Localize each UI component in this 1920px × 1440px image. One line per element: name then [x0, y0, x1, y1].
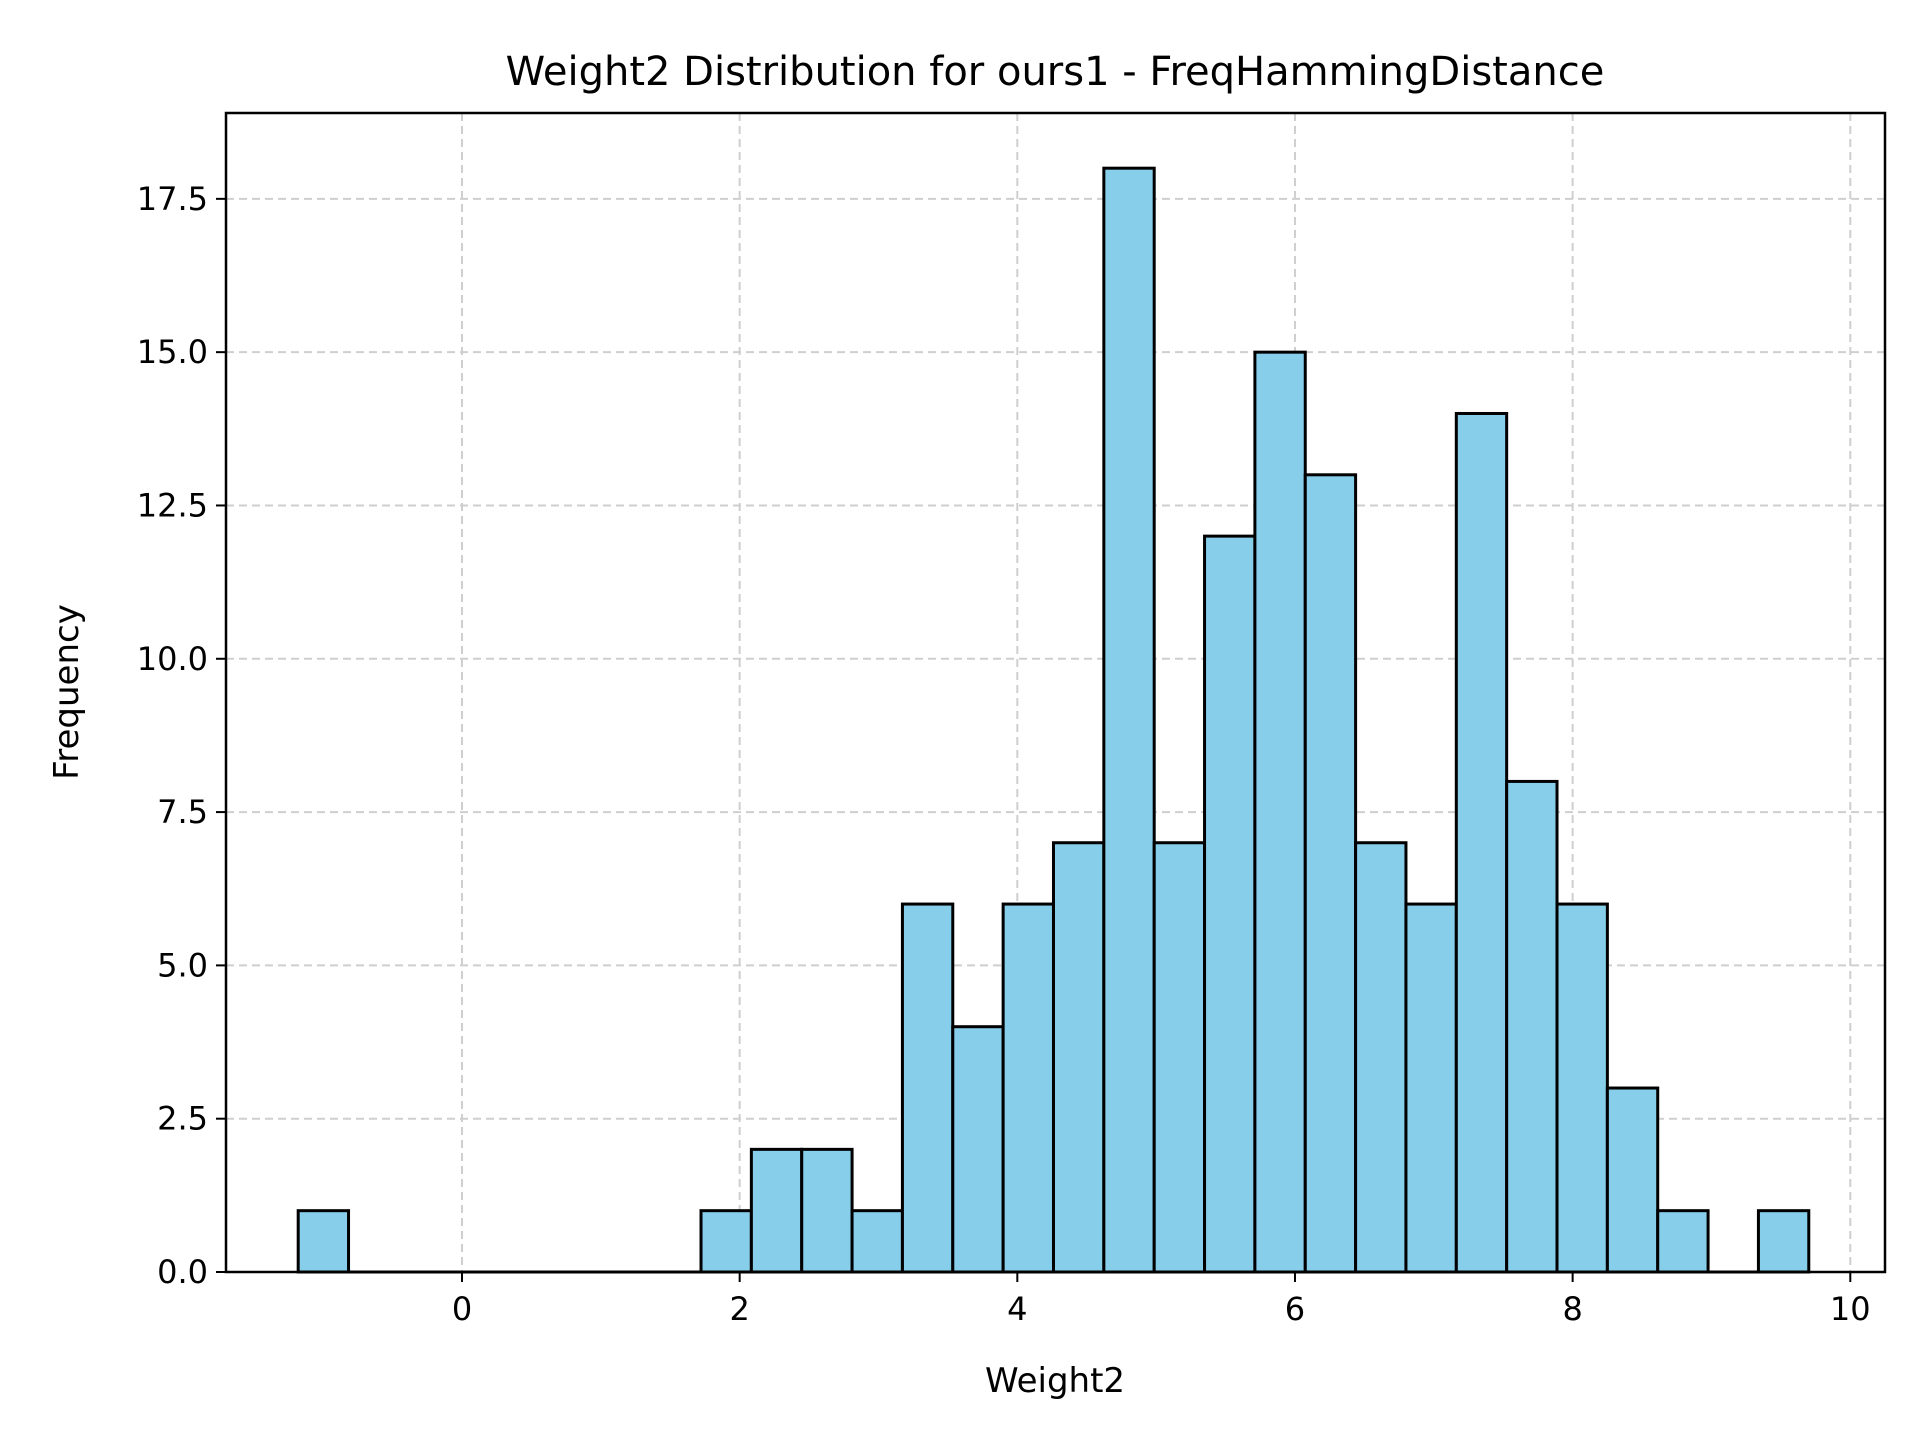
y-tick-label: 15.0 — [137, 333, 208, 371]
x-tick-label: 10 — [1830, 1290, 1871, 1328]
histogram-bar — [1051, 841, 1106, 1274]
histogram-bar — [1656, 1209, 1710, 1274]
histogram-bar — [850, 1209, 904, 1274]
histogram-bar — [296, 1209, 351, 1274]
y-tick-label: 17.5 — [137, 180, 208, 218]
histogram-bar — [1605, 1086, 1660, 1274]
histogram-bar — [699, 1209, 753, 1274]
axis-ticks: 0 2 4 6 8 10 0.0 2.5 5.0 7.5 10.0 12.5 15.0 17.5 — [137, 180, 1871, 1328]
histogram-bar — [1152, 841, 1207, 1274]
chart-title: Weight2 Distribution for ours1 - FreqHam… — [506, 49, 1605, 95]
y-tick-label: 5.0 — [157, 946, 208, 984]
histogram-bar — [1203, 534, 1257, 1274]
y-tick-label: 0.0 — [157, 1253, 208, 1291]
histogram-bar — [1505, 779, 1559, 1274]
histogram-bars — [296, 166, 1811, 1274]
histogram-bar — [951, 1025, 1005, 1274]
histogram-bar — [800, 1147, 854, 1274]
x-tick-label: 8 — [1562, 1290, 1582, 1328]
x-tick-label: 2 — [729, 1290, 749, 1328]
y-tick-label: 10.0 — [137, 640, 208, 678]
histogram-bar — [749, 1147, 804, 1274]
histogram-bar — [1253, 350, 1307, 1274]
x-tick-label: 4 — [1007, 1290, 1027, 1328]
y-tick-label: 12.5 — [137, 486, 208, 524]
histogram-bar — [900, 902, 955, 1274]
y-tick-label: 7.5 — [157, 793, 208, 831]
histogram-bar — [1354, 841, 1408, 1274]
histogram-bar — [1102, 166, 1156, 1274]
histogram-bar — [1756, 1209, 1811, 1274]
x-axis-label: Weight2 — [985, 1361, 1125, 1401]
histogram-bar — [1555, 902, 1609, 1274]
histogram-bar — [1454, 411, 1509, 1274]
histogram-bar — [1303, 473, 1358, 1274]
histogram-bar — [1001, 902, 1055, 1274]
x-tick-label: 0 — [452, 1290, 472, 1328]
x-tick-label: 6 — [1285, 1290, 1305, 1328]
plot-frame — [224, 111, 1887, 1274]
y-tick-label: 2.5 — [157, 1100, 208, 1138]
histogram-bar — [1404, 902, 1458, 1274]
y-axis-label: Frequency — [47, 604, 87, 780]
